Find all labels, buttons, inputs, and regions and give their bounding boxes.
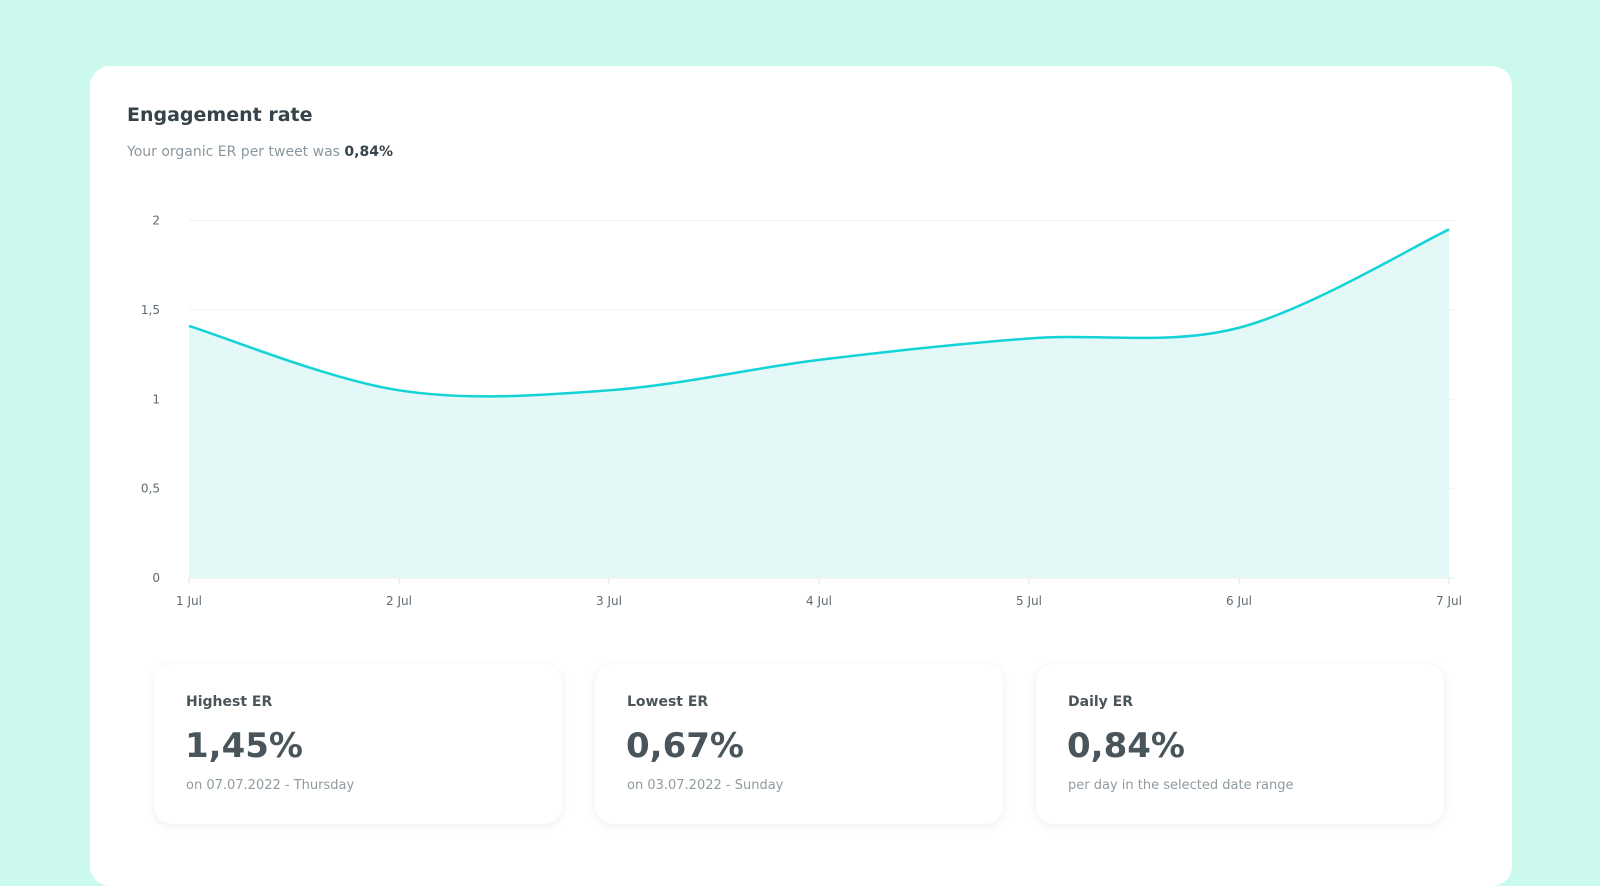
stat-value: 0,84% — [1067, 726, 1185, 766]
stat-note: on 03.07.2022 - Sunday — [627, 778, 784, 793]
stat-note: per day in the selected date range — [1068, 778, 1294, 793]
engagement-card: Engagement rate Your organic ER per twee… — [90, 66, 1512, 886]
y-tick-label: 2 — [152, 214, 160, 228]
x-tick-label: 7 Jul — [1436, 594, 1462, 608]
engagement-chart: 0 0,5 1 1,5 2 1 Jul 2 Jul 3 Jul 4 Jul 5 Jul 6 Jul 7… — [141, 214, 1462, 609]
y-tick-label: 0 — [152, 571, 160, 585]
subtitle-value: 0,84% — [344, 144, 393, 160]
area-fill — [189, 229, 1449, 578]
stat-label: Daily ER — [1068, 694, 1134, 710]
x-tick-label: 3 Jul — [596, 594, 622, 608]
y-tick-label: 1,5 — [141, 303, 160, 317]
x-tick-label: 2 Jul — [386, 594, 412, 608]
subtitle-text: Your organic ER per tweet was — [127, 144, 340, 160]
stat-value: 1,45% — [185, 726, 303, 766]
stat-card-daily: Daily ER 0,84% per day in the selected d… — [1036, 664, 1444, 824]
x-tick-label: 5 Jul — [1016, 594, 1042, 608]
x-tick-label: 1 Jul — [176, 594, 202, 608]
page-title: Engagement rate — [127, 104, 313, 126]
series-line — [188, 228, 1450, 398]
stat-card-lowest: Lowest ER 0,67% on 03.07.2022 - Sunday — [595, 664, 1003, 824]
stat-card-highest: Highest ER 1,45% on 07.07.2022 - Thursda… — [154, 664, 562, 824]
x-tick-label: 6 Jul — [1226, 594, 1252, 608]
y-tick-label: 0,5 — [141, 482, 160, 496]
stat-note: on 07.07.2022 - Thursday — [186, 778, 355, 793]
x-tick-label: 4 Jul — [806, 594, 832, 608]
stat-value: 0,67% — [626, 726, 744, 766]
y-tick-label: 1 — [152, 392, 160, 406]
stat-label: Highest ER — [186, 694, 273, 710]
stat-label: Lowest ER — [627, 694, 709, 710]
subtitle: Your organic ER per tweet was 0,84% — [127, 144, 393, 160]
